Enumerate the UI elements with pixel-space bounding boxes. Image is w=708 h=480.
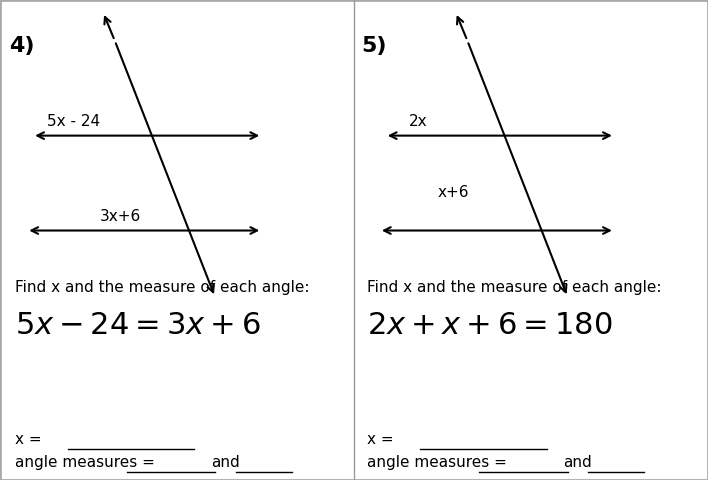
Text: 5): 5) bbox=[361, 36, 387, 56]
Text: and: and bbox=[564, 456, 593, 470]
Text: x+6: x+6 bbox=[438, 185, 469, 200]
Text: angle measures =: angle measures = bbox=[15, 456, 159, 470]
Text: 3x+6: 3x+6 bbox=[100, 209, 142, 224]
Text: Find x and the measure of each angle:: Find x and the measure of each angle: bbox=[367, 280, 662, 295]
Text: 4): 4) bbox=[8, 36, 34, 56]
Text: angle measures =: angle measures = bbox=[367, 456, 512, 470]
Text: x =: x = bbox=[367, 432, 399, 447]
Text: Find x and the measure of each angle:: Find x and the measure of each angle: bbox=[15, 280, 309, 295]
Text: 2x: 2x bbox=[409, 114, 427, 129]
Text: $2x+x+6=180$: $2x+x+6=180$ bbox=[367, 311, 612, 340]
Text: $5x-24=3x+6$: $5x-24=3x+6$ bbox=[15, 311, 260, 340]
Text: x =: x = bbox=[15, 432, 46, 447]
Text: and: and bbox=[211, 456, 240, 470]
Text: 5x - 24: 5x - 24 bbox=[47, 114, 100, 129]
